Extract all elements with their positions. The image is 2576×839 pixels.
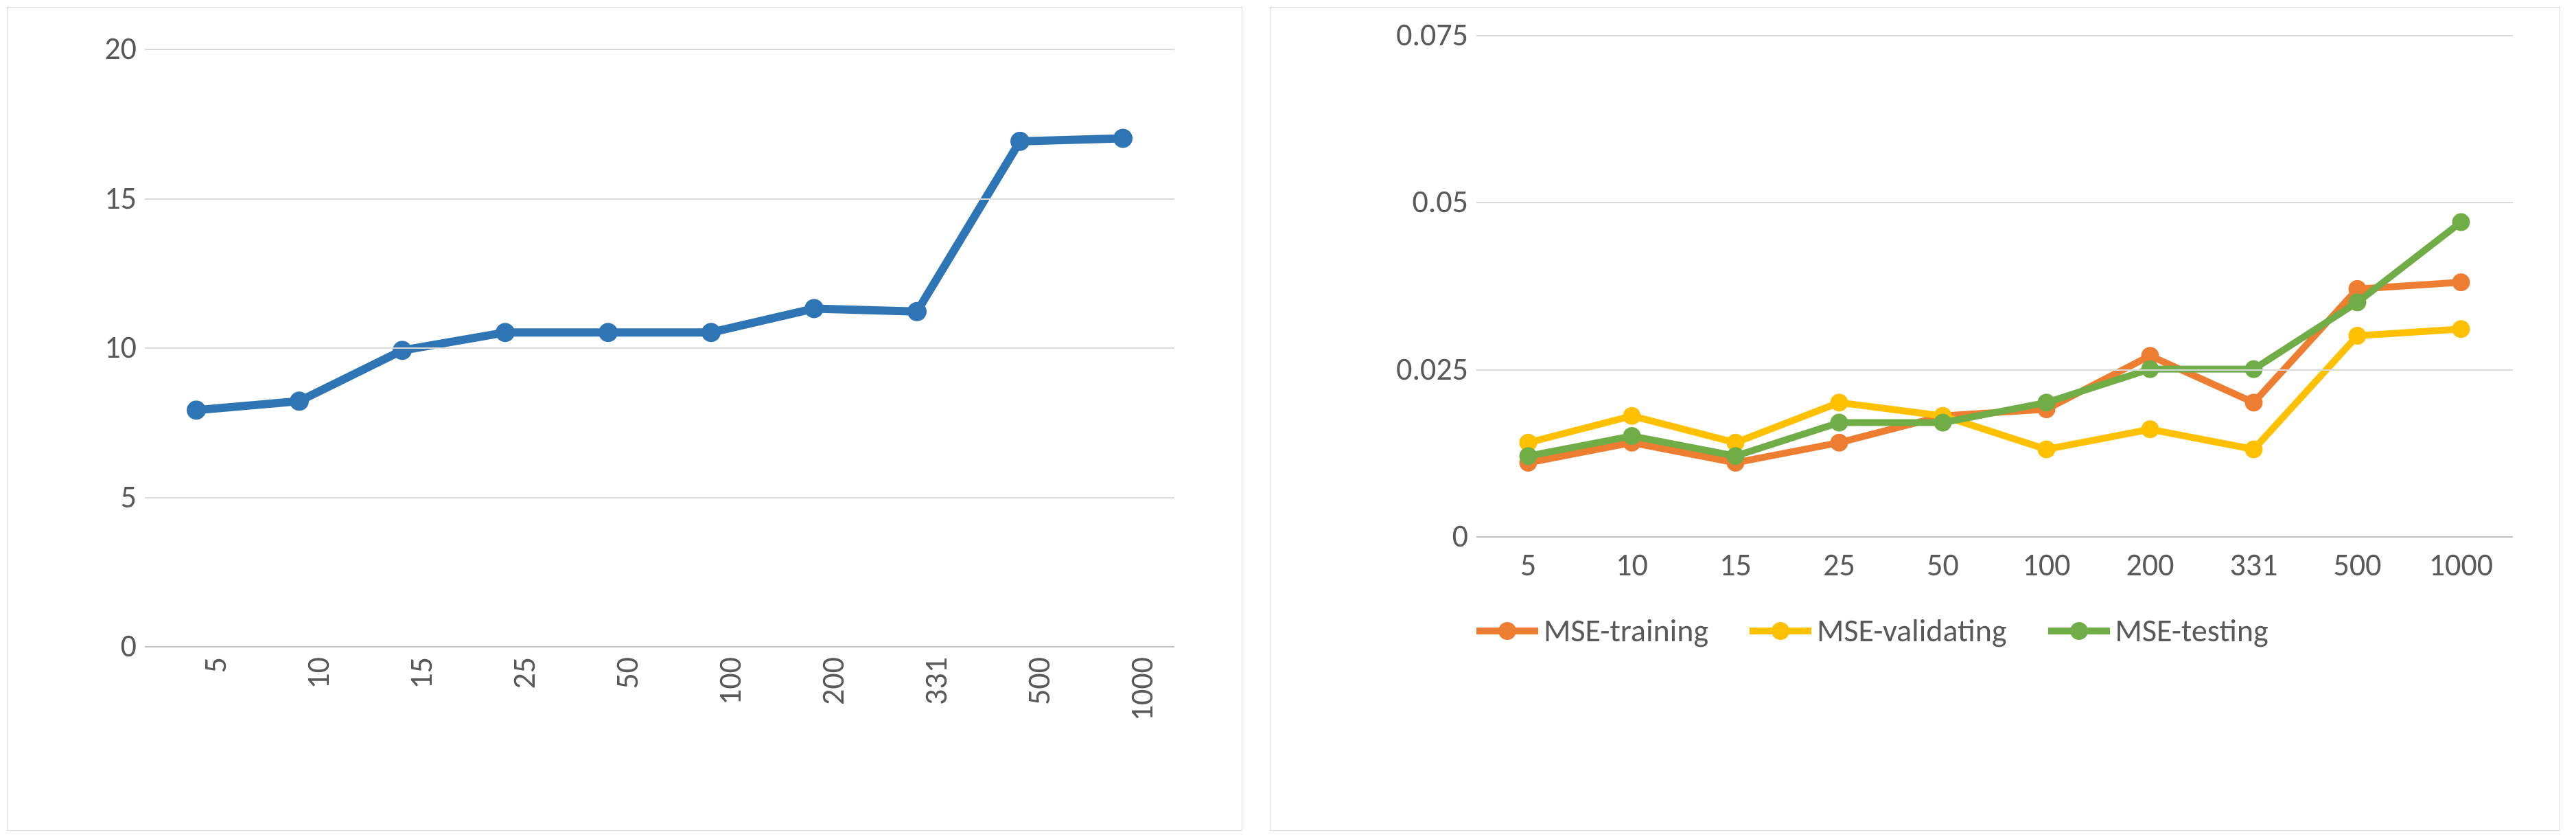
series-marker <box>2452 320 2470 338</box>
series-marker <box>1831 414 1848 432</box>
x-tick-label: 331 <box>2230 546 2278 584</box>
series-marker <box>1010 132 1030 151</box>
series-marker <box>2349 327 2367 345</box>
series-marker <box>2142 420 2159 438</box>
series-marker <box>2452 273 2470 291</box>
x-tick-label: 331 <box>917 657 955 705</box>
x-tick-label: 500 <box>2334 546 2382 584</box>
series-marker <box>1934 414 1952 432</box>
legend-label: MSE-validating <box>1817 612 2006 650</box>
right-chart-card: 00.0250.050.0755101525501002003315001000… <box>1270 7 2560 831</box>
x-tick-label: 500 <box>1020 657 1058 705</box>
x-tick-label: 100 <box>711 657 750 705</box>
y-tick-label: 0.025 <box>1396 350 1476 389</box>
series-line <box>1529 222 2461 457</box>
legend-label: MSE-testing <box>2115 612 2268 650</box>
gridline <box>145 347 1174 349</box>
series-marker <box>2349 293 2367 311</box>
series-marker <box>599 323 618 342</box>
y-tick-label: 0.075 <box>1396 16 1476 54</box>
legend-item: MSE-testing <box>2048 612 2268 650</box>
right-chart-legend: MSE-training MSE-validating MSE-testing <box>1476 612 2533 654</box>
right-chart-svg <box>1476 35 2513 536</box>
y-tick-label: 0 <box>1452 517 1476 555</box>
x-tick-label: 200 <box>814 657 852 705</box>
x-tick-label: 15 <box>1719 546 1752 584</box>
series-marker <box>496 323 515 342</box>
gridline <box>145 497 1174 498</box>
series-marker <box>393 341 412 360</box>
series-marker <box>907 302 927 321</box>
legend-item: MSE-training <box>1476 612 1708 650</box>
gridline <box>145 646 1174 647</box>
x-tick-label: 25 <box>505 657 544 689</box>
x-tick-label: 25 <box>1823 546 1855 584</box>
series-line <box>1529 329 2461 449</box>
y-tick-label: 15 <box>104 179 145 218</box>
x-tick-label: 10 <box>1616 546 1648 584</box>
page: 051015205101525501002003315001000 00.025… <box>0 0 2576 838</box>
x-tick-label: 1000 <box>1123 657 1161 721</box>
gridline <box>1476 35 2513 36</box>
x-tick-label: 5 <box>196 657 235 673</box>
series-line <box>196 139 1123 411</box>
gridline <box>1476 369 2513 371</box>
series-marker <box>2245 440 2263 458</box>
series-marker <box>187 400 206 420</box>
gridline <box>1476 536 2513 538</box>
series-marker <box>1113 129 1133 148</box>
legend-item: MSE-validating <box>1750 612 2006 650</box>
x-tick-label: 10 <box>299 657 338 689</box>
y-tick-label: 20 <box>104 30 145 68</box>
gridline <box>145 49 1174 50</box>
left-chart-plot-area: 051015205101525501002003315001000 <box>145 49 1174 646</box>
series-marker <box>1831 434 1848 452</box>
series-marker <box>2452 214 2470 231</box>
series-marker <box>804 299 824 318</box>
x-tick-label: 100 <box>2023 546 2071 584</box>
y-tick-label: 10 <box>104 328 145 367</box>
legend-label: MSE-training <box>1544 612 1708 650</box>
gridline <box>145 198 1174 200</box>
legend-swatch <box>1476 619 1538 643</box>
gridline <box>1476 202 2513 203</box>
y-tick-label: 5 <box>121 478 145 516</box>
series-marker <box>1831 393 1848 411</box>
series-marker <box>2038 393 2056 411</box>
y-tick-label: 0.05 <box>1412 183 1476 221</box>
right-chart-plot-area: 00.0250.050.0755101525501002003315001000 <box>1476 35 2513 536</box>
x-tick-label: 50 <box>1927 546 1959 584</box>
series-marker <box>1727 447 1745 465</box>
series-marker <box>701 323 721 342</box>
legend-swatch <box>1750 619 1811 643</box>
x-tick-label: 200 <box>2126 546 2174 584</box>
x-tick-label: 50 <box>608 657 647 689</box>
x-tick-label: 1000 <box>2429 546 2493 584</box>
series-marker <box>2245 393 2263 411</box>
x-tick-label: 15 <box>402 657 441 689</box>
series-marker <box>1520 447 1538 465</box>
x-tick-label: 5 <box>1520 546 1536 584</box>
series-marker <box>2038 440 2056 458</box>
series-marker <box>1623 427 1641 445</box>
y-tick-label: 0 <box>121 627 145 665</box>
series-marker <box>1623 407 1641 425</box>
legend-swatch <box>2048 619 2110 643</box>
left-chart-card: 0 5 10 15 20 5 10 15 25 50 100 200 331 500 1000 <box>7 7 1242 831</box>
series-marker <box>290 391 309 411</box>
